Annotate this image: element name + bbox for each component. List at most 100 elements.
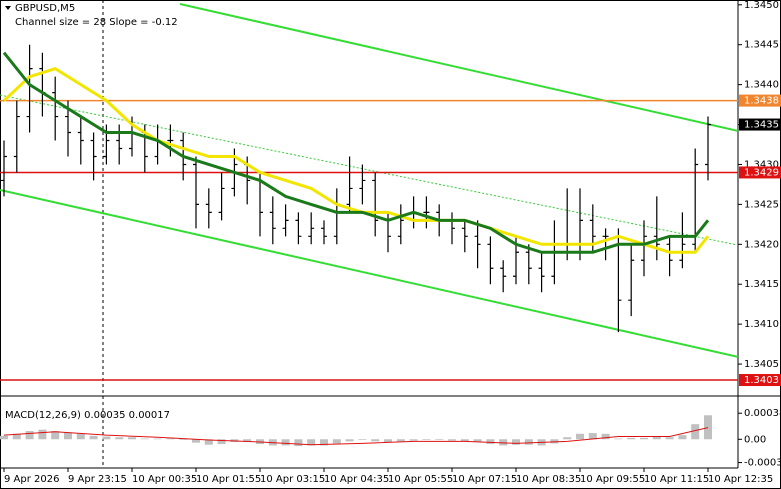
x-tick-label: 9 Apr 2026 [4,474,59,485]
macd-bar [12,433,21,440]
macd-bar [128,437,136,440]
macd-bar [294,439,303,447]
x-tick-label: 10 Apr 11:15 [644,474,709,485]
y-tick-label: 1.3405 [744,359,779,370]
x-tick-label: 10 Apr 04:35 [324,474,389,485]
chart-subtitle: Channel size = 28 Slope = -0.12 [15,17,178,28]
ohlc-bar [346,156,353,213]
ohlc-bar [321,220,327,245]
x-tick-label: 10 Apr 09:55 [580,474,645,485]
y-tick-label: 1.3430 [744,159,779,170]
y-tick-label: 1.3445 [744,40,779,51]
macd-bar [102,436,111,440]
macd-bar [140,438,149,440]
x-tick-label: 10 Apr 03:15 [260,474,325,485]
macd-bar [691,424,700,440]
macd-tick-label: 0.00038 [744,408,781,419]
x-tick-label: 10 Apr 08:35 [516,474,581,485]
macd-bar [473,439,482,443]
macd-bar [448,439,456,441]
x-tick-label: 10 Apr 01:55 [196,474,261,485]
ohlc-bar [641,220,647,277]
macd-bar [345,439,354,442]
macd-bar [243,439,252,443]
macd-bar [204,439,213,445]
macd-bar [678,435,687,440]
ohlc-bar [13,100,20,173]
macd-bar [576,433,584,440]
macd-bar [486,439,495,445]
macd-bar [358,439,367,440]
macd-bar [665,437,674,440]
channel-line [0,189,739,358]
ohlc-bar [461,220,468,253]
macd-bar [422,439,431,440]
ohlc-bar [295,212,302,245]
macd-tick-label: 0.00 [744,434,766,445]
level-tag [739,374,781,387]
macd-signal [3,427,709,446]
ohlc-bar [308,212,315,245]
macd-bar [640,437,648,440]
ohlc-bar [423,196,430,229]
ohlc-bar [705,116,711,181]
macd-bar [115,437,124,440]
macd-bar [384,439,392,443]
ohlc-bar [218,172,225,221]
ohlc-bar [602,228,609,261]
y-tick-label: 1.3415 [744,279,779,290]
x-tick-label: 9 Apr 23:15 [68,474,127,485]
ohlc-bar [359,164,366,205]
chart-title: GBPUSD,M5 [15,3,75,14]
macd-bar [371,439,380,442]
ohlc-bar [167,124,174,157]
macd-bar [409,439,418,441]
y-tick-label: 1.3450 [744,0,779,11]
ohlc-bar [525,244,532,285]
ohlc-bar [474,220,481,269]
x-tick-label: 10 Apr 07:15 [452,474,517,485]
macd-bar [396,439,405,442]
ohlc-bar [666,236,673,277]
level-label: 1.3438 [744,96,779,107]
ohlc-bar [90,132,97,181]
macd-bar [601,433,610,440]
macd-bar [307,439,316,446]
macd-title: MACD(12,26,9) 0.00035 0.00017 [5,410,170,421]
ohlc-bar [77,116,84,165]
macd-bar [51,431,60,440]
ohlc-bar [205,188,212,229]
ohlc-bar [269,196,276,245]
level-tag [739,94,781,107]
macd-bar [627,437,636,440]
ohlc-bar [26,44,33,133]
macd-bar [281,439,290,446]
macd-bar [0,435,8,440]
menu-arrow [5,6,11,10]
ohlc-bar [538,252,545,293]
macd-bar [89,435,98,440]
level-tag [739,118,781,131]
ohlc-bar [397,204,404,245]
macd-bar [320,439,328,446]
macd-bar [179,439,188,440]
macd-bar [524,439,533,445]
x-tick-label: 10 Apr 12:35 [708,474,773,485]
ohlc-bar [500,260,507,293]
macd-bar [25,431,34,440]
y-tick-label: 1.3425 [744,199,779,210]
ohlc-bar [372,172,379,237]
ohlc-bar [52,76,59,141]
y-tick-label: 1.3410 [744,319,779,330]
macd-bar [76,433,85,440]
macd-bar [588,433,597,440]
y-tick-label: 1.3440 [744,80,779,91]
macd-bar [499,439,508,446]
channel-line [0,94,739,246]
macd-bar [332,439,341,444]
macd-bar [614,438,623,440]
macd-bar [217,439,226,445]
level-label: 1.3403 [744,375,779,386]
ohlc-bar [282,204,289,237]
